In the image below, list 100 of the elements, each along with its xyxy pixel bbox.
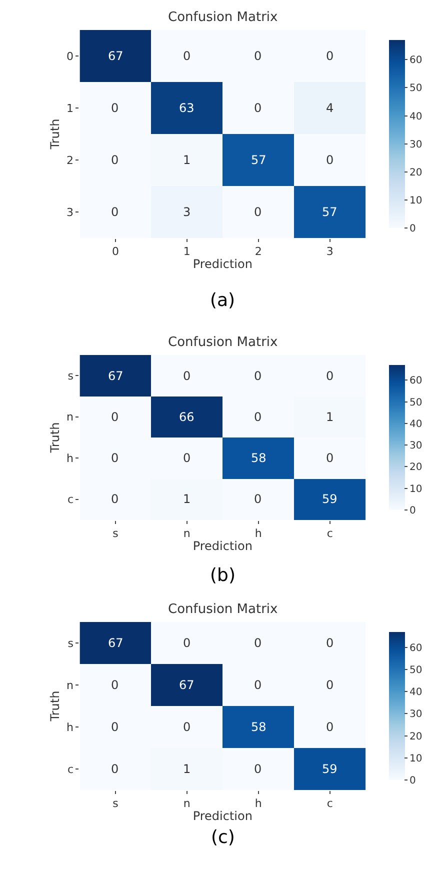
y-tick-label: s [68, 636, 74, 650]
data-label: 59 [322, 492, 338, 506]
y-tick-label: 3 [66, 206, 74, 219]
x-tick-label: s [112, 527, 119, 540]
data-label: 0 [254, 369, 262, 383]
data-label: 1 [183, 492, 191, 506]
data-label: 0 [183, 369, 191, 383]
data-label: 0 [326, 49, 334, 63]
data-label: 0 [254, 492, 262, 506]
data-label: 59 [322, 762, 338, 776]
y-axis-title: Truth [48, 422, 62, 454]
data-label: 4 [326, 101, 334, 115]
color-bar-label: 40 [410, 111, 422, 122]
chart-title: Confusion Matrix [168, 10, 278, 25]
data-label: 0 [111, 410, 119, 424]
data-label: 66 [179, 410, 194, 424]
color-bar-label: 0 [410, 224, 416, 234]
y-tick-label: 0 [66, 50, 74, 63]
data-label: 0 [254, 205, 262, 219]
x-tick-label: n [183, 527, 190, 540]
color-bar-label: 50 [410, 83, 422, 94]
color-bar-label: 0 [410, 776, 416, 786]
chart-title: Confusion Matrix [168, 335, 278, 350]
data-label: 0 [111, 492, 119, 506]
color-bar-label: 60 [410, 376, 422, 387]
color-bar-label: 60 [410, 642, 422, 654]
data-label: 0 [183, 451, 191, 465]
data-label: 58 [251, 451, 266, 465]
data-label: 0 [254, 410, 262, 424]
color-bar-label: 20 [410, 167, 422, 178]
color-bar-label: 50 [410, 397, 422, 408]
x-tick-label: n [183, 797, 190, 810]
text: (b) [210, 565, 236, 586]
data-label: 0 [183, 49, 191, 63]
x-tick-label: 2 [254, 245, 262, 258]
y-tick-label: c [67, 762, 74, 776]
x-tick-label: h [254, 527, 262, 540]
color-bar-label: 30 [410, 139, 422, 150]
data-label: 1 [183, 153, 191, 167]
color-bar-label: 50 [410, 665, 422, 676]
text: (c) [211, 827, 235, 848]
data-label: 0 [326, 153, 334, 167]
data-label: 0 [326, 636, 334, 650]
data-label: 67 [108, 49, 124, 63]
data-label: 67 [108, 369, 124, 383]
data-label: 0 [111, 678, 119, 692]
y-axis-title: Truth [48, 690, 62, 722]
data-label: 0 [326, 678, 334, 692]
data-label: 0 [111, 101, 119, 115]
data-label: 57 [322, 205, 338, 219]
color-bar-label: 10 [410, 484, 422, 495]
x-tick-label: 0 [112, 245, 119, 258]
data-label: 67 [179, 678, 194, 692]
data-label: 0 [111, 451, 119, 465]
data-label: 0 [111, 205, 119, 219]
x-axis-title: Prediction [192, 539, 252, 554]
text: (a) [210, 290, 236, 311]
data-label: 1 [326, 410, 334, 424]
data-label: 67 [108, 636, 124, 650]
data-label: 0 [111, 720, 119, 734]
x-tick-label: c [326, 527, 333, 540]
y-tick-label: h [66, 720, 74, 734]
color-bar-label: 20 [410, 462, 422, 474]
color-bar-label: 60 [410, 55, 422, 66]
y-tick-label: n [66, 678, 74, 692]
color-bar-label: 40 [410, 418, 422, 430]
data-label: 1 [183, 762, 191, 776]
data-label: 0 [254, 49, 262, 63]
data-label: 0 [183, 636, 191, 650]
data-label: 57 [251, 153, 266, 167]
data-label: 0 [326, 720, 334, 734]
y-tick-label: s [68, 369, 74, 382]
data-label: 0 [326, 451, 334, 465]
x-tick-label: 1 [183, 245, 190, 258]
data-label: 0 [254, 636, 262, 650]
x-tick-label: 3 [326, 245, 334, 258]
data-label: 0 [111, 153, 119, 167]
data-label: 0 [254, 678, 262, 692]
data-label: 0 [183, 720, 191, 734]
x-axis-title: Prediction [192, 257, 252, 272]
color-bar-label: 10 [410, 195, 422, 206]
data-label: 0 [254, 101, 262, 115]
y-tick-label: h [66, 452, 74, 465]
data-label: 3 [183, 205, 191, 219]
x-tick-label: h [254, 797, 262, 810]
y-tick-label: c [67, 493, 74, 506]
data-label: 0 [111, 762, 119, 776]
y-tick-label: 2 [66, 154, 74, 167]
data-label: 58 [251, 720, 266, 734]
color-bar-label: 20 [410, 731, 422, 742]
x-tick-label: s [112, 797, 119, 810]
x-tick-label: c [326, 797, 333, 810]
data-label: 0 [326, 369, 334, 383]
x-axis-title: Prediction [192, 809, 252, 824]
data-label: 0 [254, 762, 262, 776]
y-axis-title: Truth [48, 118, 62, 150]
y-tick-label: 1 [66, 102, 74, 115]
color-bar-label: 0 [410, 506, 416, 516]
color-bar-label: 30 [410, 709, 422, 720]
chart-title: Confusion Matrix [168, 602, 278, 617]
